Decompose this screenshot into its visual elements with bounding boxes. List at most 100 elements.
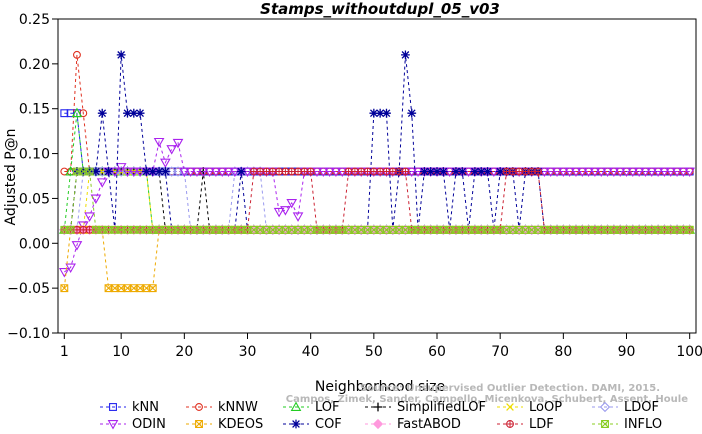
data-point-odin [633, 167, 645, 178]
series-line-odin [64, 139, 690, 273]
data-point-cof [160, 167, 170, 176]
data-point-odin [178, 167, 190, 178]
data-point-odin [558, 167, 569, 178]
data-point-odin [286, 198, 298, 209]
data-point-odin [659, 167, 670, 178]
legend-marker-inflo [601, 420, 609, 428]
legend-item-lof: LOF [283, 400, 340, 415]
data-point-ldf [389, 168, 397, 175]
data-point-cof [451, 167, 461, 176]
series-line-kdeos [63, 229, 690, 289]
series-line-knn [64, 112, 690, 173]
legend: kNN kNNW LOF SimplifiedLOF LoOP LDOF ODIN KDEOS… [100, 400, 662, 432]
data-point-ldf [357, 168, 365, 175]
data-point-odin [292, 212, 304, 222]
legend-marker-ldf [506, 420, 514, 428]
x-tick-label: 20 [175, 344, 193, 360]
data-point-ldf [364, 168, 371, 175]
data-point-ldf [395, 168, 403, 175]
data-point-ldf [282, 168, 289, 175]
watermark-line-2: Campos, Zimek, Sander, Campello, Micenko… [286, 394, 688, 405]
series-ldf [60, 167, 694, 234]
legend-marker-cof [291, 419, 301, 429]
data-point-cof [116, 50, 126, 60]
y-axis: −0.10 −0.05 0.00 0.05 0.10 0.15 0.20 0.25 [7, 12, 58, 342]
data-point-cof [476, 167, 486, 176]
data-point-odin [576, 167, 588, 178]
data-point-cof [148, 167, 158, 176]
legend-marker-lof [290, 401, 302, 411]
data-point-odin [210, 167, 222, 178]
data-point-odin [646, 167, 658, 178]
data-point-cof [104, 167, 113, 176]
data-point-odin [608, 167, 620, 178]
data-point-odin [204, 167, 215, 178]
data-point-odin [166, 145, 178, 155]
series-line-inflo [64, 171, 690, 231]
data-point-ldf [294, 168, 302, 175]
legend-item-fastabod: FastABOD [365, 417, 461, 432]
legend-marker-simplifiedlof [373, 402, 383, 412]
series-cof [59, 50, 695, 235]
legend-label-ldf: LDF [529, 417, 554, 432]
y-tick-label: 0.25 [19, 12, 50, 28]
data-point-odin [330, 167, 342, 178]
data-point-odin [77, 221, 89, 231]
series-kdeos [60, 225, 694, 293]
data-point-odin [153, 137, 165, 148]
data-point-odin [602, 167, 613, 178]
data-point-odin [223, 167, 234, 178]
series-ldof [59, 166, 695, 236]
series-line-simplifiedlof [64, 171, 690, 231]
data-point-cof [401, 50, 410, 60]
y-axis-label: Adjusted P@n [3, 128, 19, 225]
x-tick-label: 50 [365, 344, 383, 360]
data-point-odin [652, 167, 664, 178]
legend-item-odin: ODIN [100, 417, 166, 432]
legend-marker-fastabod [372, 418, 384, 430]
legend-marker-knnw [195, 403, 203, 411]
data-point-ldf [288, 168, 296, 175]
data-point-ldf [300, 168, 308, 175]
data-point-ldf [522, 168, 529, 175]
data-point-lof [71, 107, 83, 118]
x-tick-label: 10 [112, 344, 130, 360]
legend-label-simplifiedlof: SimplifiedLOF [397, 400, 486, 415]
legend-label-cof: COF [315, 417, 342, 432]
data-point-cof [236, 167, 246, 176]
data-point-odin [551, 167, 563, 178]
x-tick-label: 60 [428, 344, 446, 360]
legend-item-simplifiedlof: SimplifiedLOF [365, 400, 486, 415]
data-point-odin [671, 167, 683, 178]
data-point-ldf [250, 168, 258, 175]
data-point-inflo [66, 225, 75, 234]
data-point-ldf [402, 168, 409, 175]
y-tick-label: 0.15 [19, 102, 50, 118]
chart-title: Stamps_withoutdupl_05_v03 [260, 0, 500, 18]
data-point-cof [407, 108, 417, 118]
data-point-odin [191, 167, 203, 178]
legend-marker-knn [109, 403, 117, 411]
data-point-odin [65, 263, 76, 274]
series-line-loop [64, 171, 690, 231]
data-point-inflo [85, 167, 94, 176]
data-point-odin [614, 167, 626, 178]
data-point-odin [84, 212, 95, 222]
legend-marker-loop [506, 403, 514, 411]
y-tick-label: −0.10 [7, 326, 50, 342]
data-point-ldf [383, 168, 390, 175]
data-point-cof [129, 108, 139, 118]
data-point-ldf [503, 168, 510, 175]
data-point-odin [273, 207, 285, 218]
data-point-odin [128, 167, 140, 178]
data-point-ldf-ring [534, 167, 543, 176]
legend-item-kdeos: KDEOS [186, 417, 263, 432]
data-point-ldf [370, 168, 378, 175]
data-point-kdeos [60, 284, 69, 293]
data-point-odin [336, 167, 348, 178]
legend-label-knnw: kNNW [218, 400, 258, 415]
data-point-cof [432, 167, 442, 176]
x-tick-label: 100 [676, 344, 702, 360]
data-point-ldf [73, 226, 81, 234]
